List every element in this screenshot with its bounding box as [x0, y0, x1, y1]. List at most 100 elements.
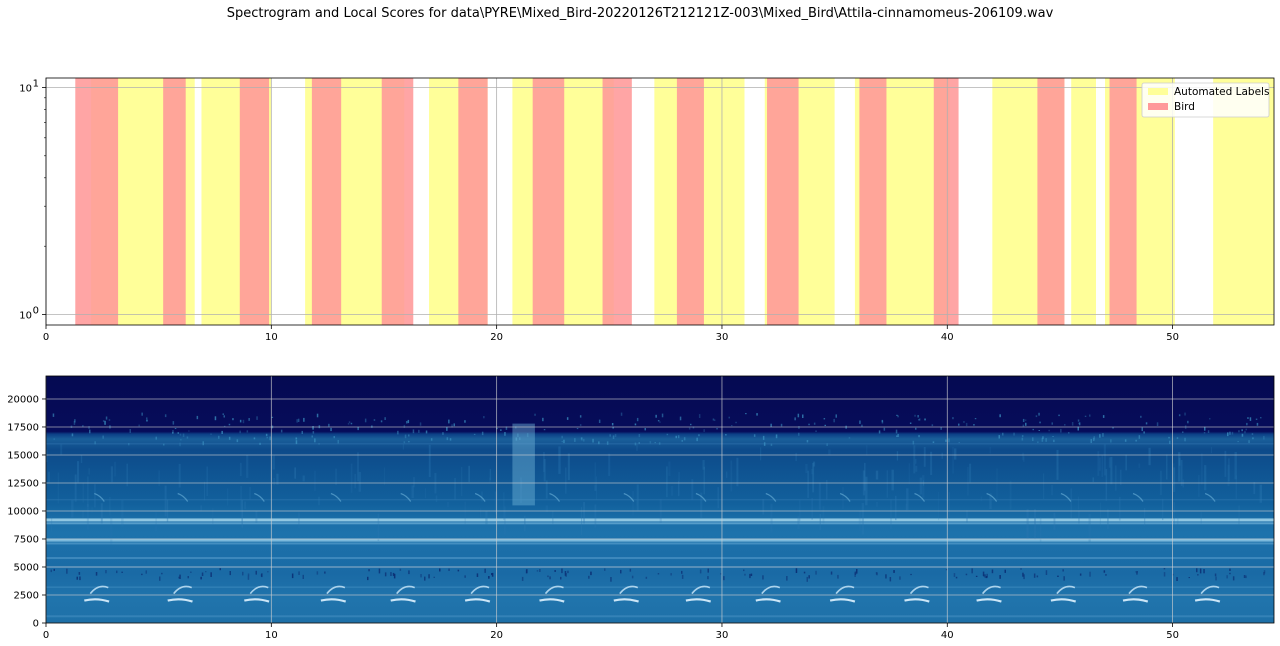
y-tick-label: 10: [19, 83, 32, 94]
speckle: [1249, 417, 1252, 421]
dark-speckle: [885, 574, 887, 579]
noise-streak: [1108, 457, 1111, 468]
dark-speckle: [1033, 573, 1036, 578]
dark-speckle: [1229, 572, 1231, 575]
bird-band-7: [532, 78, 565, 325]
dark-speckle: [983, 574, 985, 577]
dark-speckle: [378, 568, 381, 574]
noise-streak: [1253, 481, 1256, 495]
speckle: [1002, 432, 1004, 436]
dark-speckle: [1063, 576, 1065, 581]
speckle: [1204, 426, 1206, 431]
speckle: [174, 428, 177, 429]
speckle: [246, 430, 249, 433]
speckle: [579, 424, 582, 426]
speckle: [1203, 432, 1206, 434]
speckle: [657, 420, 660, 422]
speckle: [196, 415, 199, 420]
noise-streak: [1078, 510, 1080, 524]
dark-speckle: [975, 575, 978, 577]
dark-speckle: [795, 568, 798, 573]
speckle: [815, 430, 817, 432]
noise-streak: [110, 516, 113, 545]
dark-speckle: [161, 572, 163, 575]
noise-streak: [805, 464, 808, 473]
speckle: [543, 429, 546, 431]
noise-streak: [503, 492, 505, 521]
noise-streak: [865, 476, 868, 506]
speckle: [563, 439, 565, 444]
speckle: [228, 436, 231, 440]
dark-speckle: [448, 568, 450, 571]
noise-streak: [1200, 512, 1202, 524]
noise-streak: [91, 506, 93, 514]
speckle: [1052, 436, 1054, 437]
speckle: [102, 435, 104, 439]
noise-streak: [294, 467, 296, 479]
dark-speckle: [1036, 575, 1039, 578]
speckle: [574, 438, 576, 442]
noise-streak: [1148, 447, 1151, 466]
speckle: [666, 433, 669, 436]
dark-speckle: [1263, 570, 1266, 574]
speckle: [316, 413, 319, 418]
bird-call-harmonic: [94, 492, 105, 502]
noise-streak: [842, 487, 844, 510]
speckle: [164, 414, 167, 418]
bird-call-high: [89, 585, 109, 595]
dark-speckle: [1197, 574, 1199, 576]
speckle: [677, 435, 680, 439]
speckle: [931, 424, 934, 427]
noise-streak: [318, 496, 321, 506]
noise-streak: [1077, 496, 1079, 510]
dark-speckle: [808, 575, 810, 579]
speckle: [612, 426, 614, 429]
speckle: [780, 423, 783, 427]
noise-streak: [1173, 502, 1175, 525]
dark-speckle: [324, 571, 326, 574]
noise-streak: [357, 452, 359, 482]
speckle: [698, 414, 701, 418]
speckle: [179, 433, 182, 436]
noise-streak: [1178, 457, 1181, 466]
speckle: [897, 433, 899, 437]
speckle: [1184, 437, 1186, 442]
speckle: [794, 417, 796, 421]
dark-speckle: [178, 576, 180, 579]
bird-call-low: [84, 598, 110, 603]
noise-streak: [1259, 484, 1262, 503]
dark-speckle: [1226, 575, 1228, 579]
speckle: [505, 426, 508, 430]
noise-streak: [1101, 455, 1103, 477]
speckle: [407, 419, 410, 424]
frequency-band: [46, 557, 1274, 560]
bird-call-high: [761, 585, 781, 595]
speckle: [218, 435, 220, 439]
dark-speckle: [991, 569, 994, 574]
bird-call-high: [249, 585, 269, 595]
speckle: [404, 434, 407, 439]
noise-streak: [1210, 447, 1212, 454]
bird-call-low: [1050, 598, 1077, 603]
bird-band-8: [602, 78, 632, 325]
noise-streak: [896, 451, 899, 461]
speckle: [798, 432, 800, 436]
speckle: [1039, 421, 1041, 424]
speckle: [259, 442, 261, 445]
speckle: [1227, 432, 1229, 437]
noise-streak: [178, 463, 181, 488]
noise-streak: [996, 468, 998, 500]
noise-streak: [608, 453, 611, 476]
local-scores-x-axis: 0 10 20 30 40 50: [43, 325, 1179, 343]
spec-y-tick-label: 12500: [7, 478, 39, 489]
speckle: [52, 413, 55, 417]
noise-streak: [46, 449, 48, 463]
speckle: [614, 434, 617, 437]
speckle: [1032, 437, 1034, 441]
noise-streak: [447, 501, 449, 508]
dark-speckle: [464, 575, 466, 578]
noise-streak: [825, 479, 828, 500]
bird-call-harmonic: [623, 492, 635, 502]
speckle: [102, 420, 105, 422]
